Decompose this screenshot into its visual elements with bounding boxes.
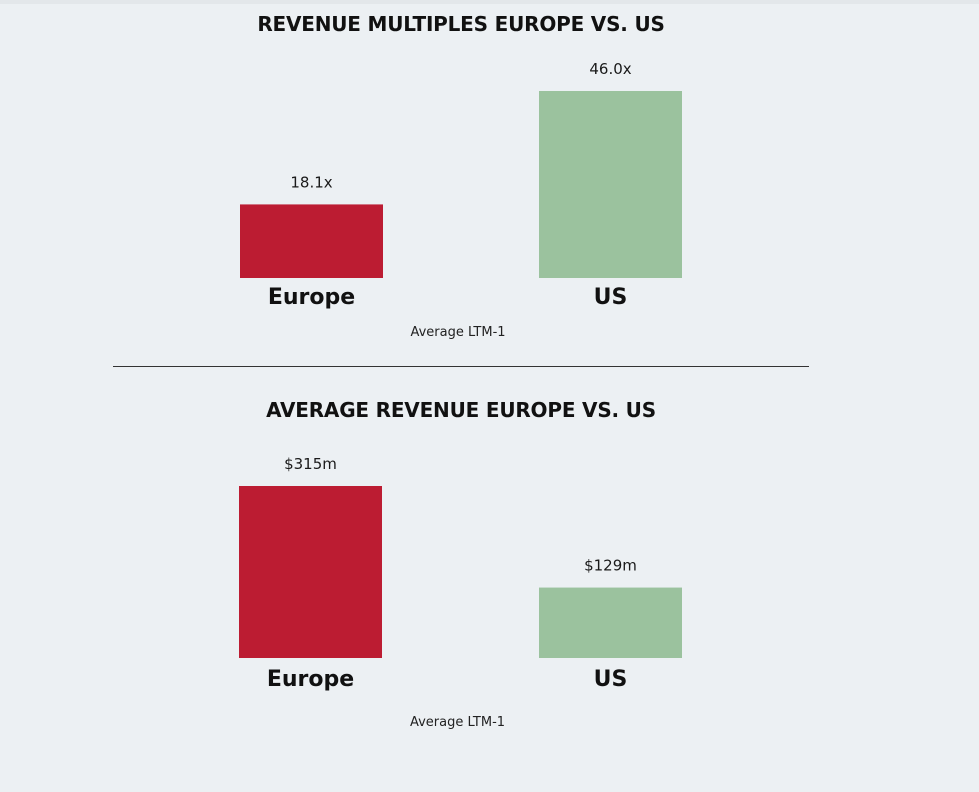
bar-europe: [240, 204, 383, 278]
section-divider: [113, 366, 809, 367]
chart-average-revenue: $315m Europe $129m US Average LTM-1: [239, 455, 682, 730]
top-strip: [0, 0, 979, 4]
value-label-us: 46.0x: [589, 60, 631, 78]
x-axis-label: Average LTM-1: [410, 325, 505, 340]
value-label-europe: 18.1x: [290, 173, 332, 191]
bar-us: [539, 91, 682, 278]
value-label-europe: $315m: [284, 455, 337, 473]
category-label-us: US: [594, 285, 628, 310]
category-label-europe: Europe: [267, 667, 354, 692]
bar-europe: [239, 486, 382, 658]
chart-title-average-revenue: AVERAGE REVENUE EUROPE VS. US: [266, 398, 656, 422]
x-axis-label: Average LTM-1: [410, 715, 505, 730]
category-label-us: US: [594, 667, 628, 692]
category-label-europe: Europe: [268, 285, 355, 310]
chart-revenue-multiples: 18.1x Europe 46.0x US Average LTM-1: [240, 60, 682, 340]
value-label-us: $129m: [584, 557, 637, 575]
chart-title-multiples: REVENUE MULTIPLES EUROPE VS. US: [257, 12, 665, 36]
bar-us: [539, 587, 682, 658]
